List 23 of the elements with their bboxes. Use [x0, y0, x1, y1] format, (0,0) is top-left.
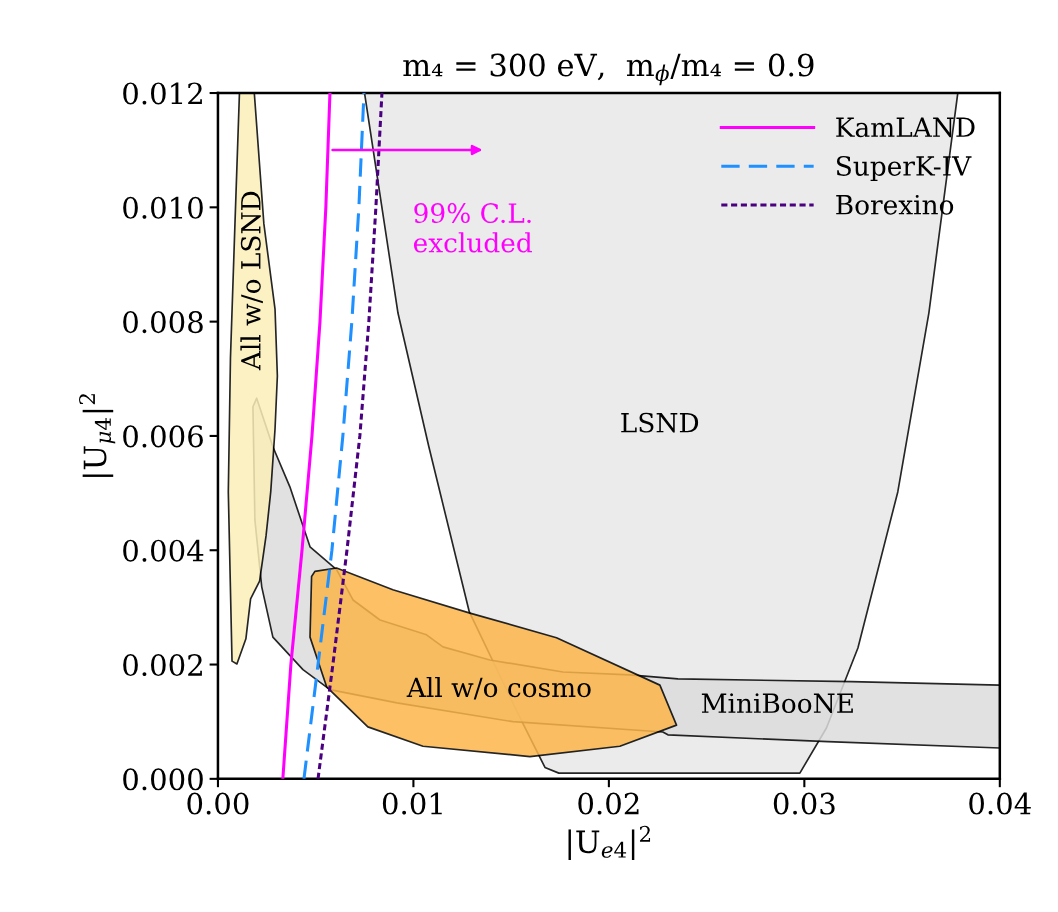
y-tick-label: 0.004: [123, 539, 204, 562]
annotation: All w/o LSND: [240, 191, 263, 371]
annotation: All w/o cosmo: [406, 676, 591, 700]
line-series: [316, 93, 384, 779]
x-axis-title: |U$_{e4}$|$^{2}$: [568, 825, 651, 861]
x-tick-label: 0.04: [969, 792, 1031, 815]
y-axis-title: |U$_{μ4}$|$^{2}$: [79, 394, 116, 477]
annotation: MiniBooNE: [701, 693, 853, 714]
line-series: [302, 93, 366, 779]
chart-title: m₄ = 300 eV, m$_{ϕ}$/m₄ = 0.9: [403, 53, 814, 86]
y-tick-label: 0.010: [123, 196, 203, 219]
y-tick-label: 0.012: [123, 82, 202, 105]
x-tick-label: 0.03: [773, 792, 835, 815]
x-tick-label: 0.01: [382, 792, 442, 815]
x-tick-label: 0.02: [578, 792, 639, 815]
y-tick-label: 0.006: [123, 425, 203, 448]
line-series: [281, 93, 332, 779]
annotation: LSND: [621, 412, 699, 433]
y-tick-label: 0.008: [123, 311, 203, 334]
y-tick-label: 0.000: [123, 768, 203, 791]
annotation: 99% C.L. excluded: [413, 203, 532, 253]
y-tick-label: 0.002: [123, 653, 202, 677]
x-tick-label: 0.00: [187, 792, 249, 815]
